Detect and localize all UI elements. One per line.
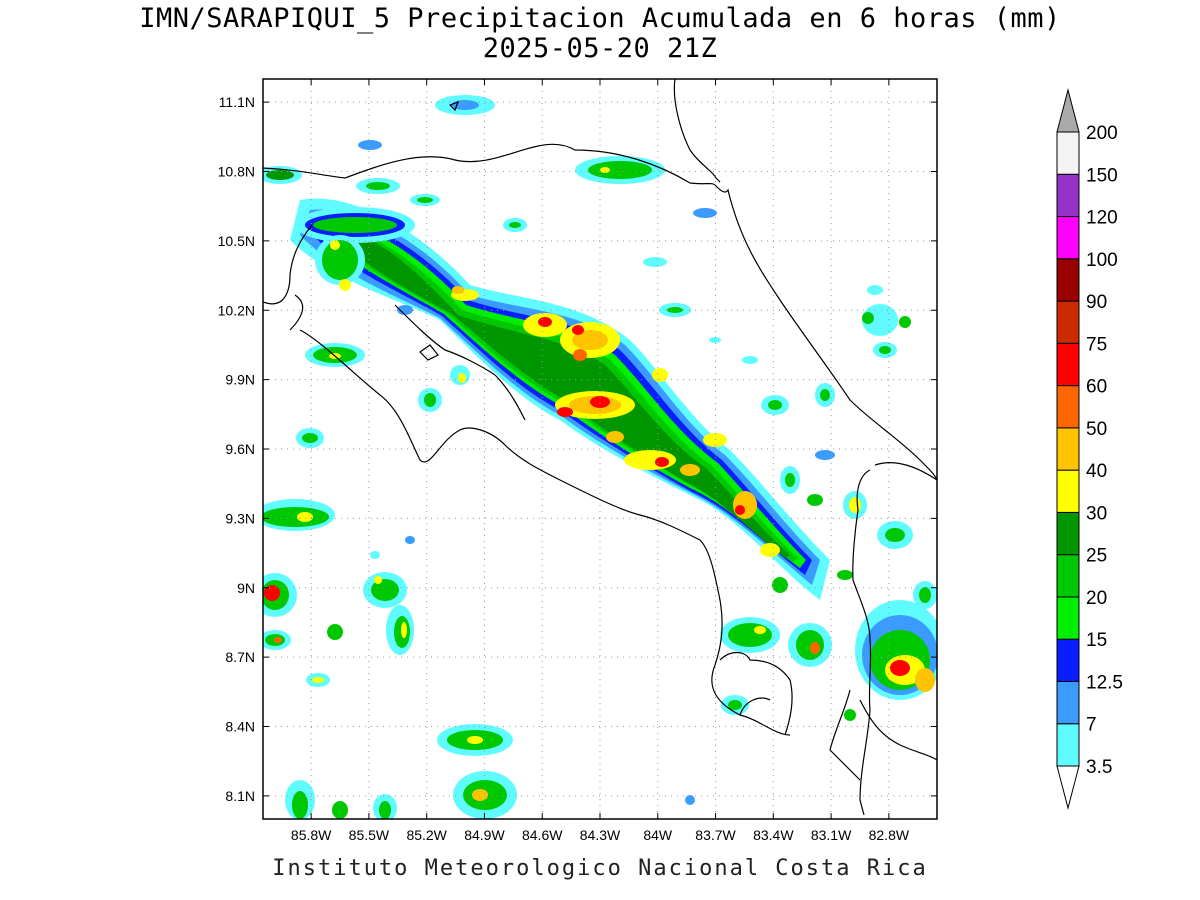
colorbar-level-label: 20 — [1086, 588, 1107, 609]
lat-tick-label: 9.6N — [225, 441, 255, 457]
colorbar-swatch — [1056, 469, 1080, 513]
colorbar-swatch — [1056, 216, 1080, 260]
colorbar-swatch — [1056, 385, 1080, 429]
nicaragua-border — [263, 143, 716, 186]
bahia-salinas — [448, 100, 460, 112]
panama-border — [852, 469, 872, 816]
map-gridlines — [263, 79, 937, 819]
colorbar-level-label: 40 — [1086, 461, 1107, 482]
colorbar-level-label: 25 — [1086, 546, 1107, 567]
lon-tick-label: 85.8W — [291, 827, 332, 843]
colorbar-level-label: 30 — [1086, 503, 1107, 524]
colorbar-level-label: 120 — [1086, 208, 1118, 229]
osa-peninsula — [719, 651, 793, 736]
nicaragua-caribbean-north — [673, 79, 721, 183]
colorbar-swatch — [1056, 638, 1080, 682]
colorbar-swatch — [1056, 511, 1080, 556]
lon-tick-label: 83.1W — [811, 827, 852, 843]
colorbar-level-label: 60 — [1086, 377, 1107, 398]
lon-tick-label: 83.7W — [695, 827, 736, 843]
colorbar-level-label: 150 — [1086, 165, 1118, 186]
colorbar-swatch — [1056, 596, 1080, 640]
colorbar-level-label: 75 — [1086, 334, 1107, 355]
coastlines-borders — [263, 79, 937, 816]
lat-tick-label: 10.5N — [218, 233, 255, 249]
lon-tick-label: 82.8W — [869, 827, 910, 843]
colorbar-swatch — [1056, 723, 1080, 767]
lat-tick-label: 9.9N — [225, 372, 255, 388]
lat-tick-label: 9.3N — [225, 510, 255, 526]
colorbar-swatch — [1056, 173, 1080, 218]
colorbar-level-label: 50 — [1086, 419, 1107, 440]
lon-tick-label: 84.9W — [464, 827, 505, 843]
latitude-axis: 11.1N 10.8N 10.5N 10.2N 9.9N 9.6N 9.3N 9N 8.7N 8.… — [218, 94, 937, 804]
map-title: IMN/SARAPIQUI_5 Precipitacion Acumulada … — [139, 3, 1061, 34]
colorbar-swatch — [1056, 342, 1080, 387]
rain-cores-heavy — [451, 286, 780, 557]
nicoya-west — [289, 294, 304, 331]
lat-tick-label: 10.8N — [218, 164, 255, 180]
lon-tick-label: 84.6W — [522, 827, 563, 843]
lon-tick-label: 85.5W — [349, 827, 390, 843]
lat-tick-label: 9N — [237, 580, 255, 596]
rain-cells-southeast — [709, 285, 937, 721]
colorbar-swatch — [1056, 258, 1080, 302]
isla-san-lucas — [419, 344, 439, 361]
colorbar-level-label: 200 — [1086, 123, 1118, 144]
colorbar-swatch — [1056, 680, 1080, 725]
colorbar-swatch — [1056, 427, 1080, 471]
colorbar-swatch — [1056, 554, 1080, 598]
colorbar-over-triangle — [1056, 88, 1080, 133]
lat-tick-label: 11.1N — [219, 94, 255, 110]
colorbar-level-label: 15 — [1086, 630, 1107, 651]
nicoya-inner-gulf — [394, 304, 526, 421]
lat-tick-label: 8.4N — [225, 719, 255, 735]
lat-tick-label: 8.7N — [225, 649, 255, 665]
colorbar-level-label: 3.5 — [1086, 757, 1112, 778]
lon-tick-label: 85.2W — [406, 827, 447, 843]
colorbar-level-label: 7 — [1086, 715, 1097, 736]
map-subtitle-datetime: 2025-05-20 21Z — [482, 33, 718, 64]
lat-tick-label: 10.2N — [218, 302, 255, 318]
caribbean-coast — [714, 184, 937, 481]
rain-cells-southwest — [263, 499, 695, 819]
colorbar-swatch — [1056, 300, 1080, 344]
colorbar-under-triangle — [1056, 765, 1080, 810]
burica — [859, 699, 937, 761]
lon-tick-label: 84.3W — [580, 827, 621, 843]
rain-cells-northwest — [263, 95, 717, 448]
panama-coast — [829, 462, 937, 781]
colorbar-level-label: 90 — [1086, 292, 1107, 313]
lon-tick-label: 83.4W — [753, 827, 794, 843]
colorbar-level-label: 100 — [1086, 250, 1118, 271]
colorbar-swatch — [1056, 131, 1080, 175]
precipitation-field — [263, 95, 937, 819]
footer-credit: Instituto Meteorologico Nacional Costa R… — [272, 856, 928, 881]
longitude-axis: 85.8W 85.5W 85.2W 84.9W 84.6W 84.3W 84W 83.7W 83… — [291, 79, 910, 843]
lat-tick-label: 8.1N — [225, 788, 255, 804]
colorbar-level-label: 12.5 — [1086, 672, 1123, 693]
lon-tick-label: 84W — [643, 827, 673, 843]
colorbar-legend: 3.5 7 12.5 15 20 25 30 40 50 60 75 90 100 120 150 200 — [1056, 88, 1123, 810]
contour-25 — [338, 230, 790, 558]
nicoya-coast — [263, 224, 791, 736]
